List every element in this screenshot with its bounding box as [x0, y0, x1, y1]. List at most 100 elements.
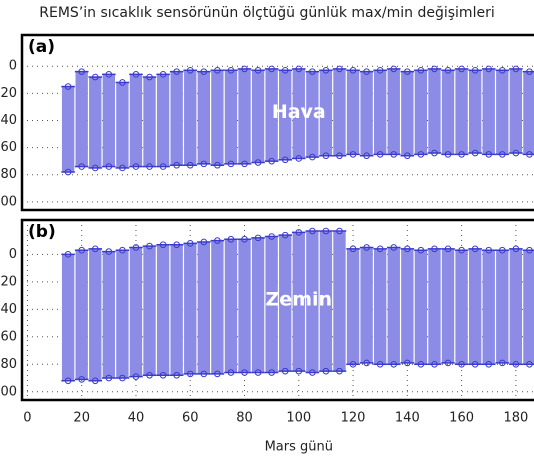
- max-marker: [268, 65, 275, 73]
- max-marker: [119, 246, 126, 254]
- min-marker: [186, 161, 194, 169]
- min-marker: [146, 371, 153, 379]
- max-marker: [91, 73, 99, 81]
- min-marker: [444, 151, 452, 158]
- min-marker: [173, 161, 180, 169]
- range-bar: [184, 243, 197, 374]
- range-bar: [509, 248, 523, 365]
- max-marker: [132, 71, 140, 78]
- min-marker: [241, 369, 248, 376]
- range-bar: [211, 240, 224, 374]
- min-marker: [336, 367, 343, 375]
- annotation: Hava: [272, 101, 326, 123]
- min-marker: [471, 149, 479, 157]
- max-marker: [417, 66, 425, 74]
- min-marker: [336, 152, 343, 160]
- plot-frame: [20, 218, 534, 402]
- range-bar: [184, 70, 197, 166]
- range-bar: [265, 236, 278, 373]
- range-bar: [279, 235, 292, 372]
- max-marker: [91, 245, 99, 253]
- min-marker: [309, 153, 316, 161]
- range-bar: [455, 250, 468, 365]
- max-marker: [526, 246, 533, 254]
- range-bar: [319, 230, 333, 372]
- min-marker: [363, 152, 370, 160]
- max-marker: [431, 65, 438, 73]
- min-marker: [78, 376, 85, 383]
- max-marker: [349, 66, 357, 74]
- range-bar: [116, 250, 129, 379]
- min-marker: [281, 156, 289, 164]
- min-marker: [526, 360, 533, 368]
- max-marker: [132, 244, 140, 251]
- range-bar: [143, 246, 156, 376]
- max-marker: [200, 238, 208, 246]
- max-marker: [214, 66, 221, 74]
- y-tick-label: 20: [0, 86, 17, 101]
- max-marker: [78, 246, 85, 254]
- min-marker: [254, 369, 262, 376]
- min-marker: [526, 151, 533, 158]
- max-marker: [159, 71, 167, 78]
- range-bar: [75, 71, 88, 167]
- y-tick-label: 0: [9, 59, 17, 74]
- max-marker: [322, 227, 330, 235]
- max-marker: [281, 66, 289, 74]
- min-marker: [105, 374, 113, 382]
- range-bar: [428, 68, 441, 154]
- min-marker: [214, 161, 221, 169]
- range-bar: [360, 71, 373, 156]
- max-marker: [498, 66, 506, 74]
- annotation: Zemin: [266, 289, 333, 311]
- range-bar: [170, 71, 183, 166]
- range-bar: [116, 82, 129, 168]
- min-marker: [119, 164, 126, 172]
- max-marker: [295, 229, 303, 236]
- min-marker: [512, 149, 520, 157]
- y-tick-label: 80: [0, 357, 17, 372]
- max-marker: [336, 227, 343, 235]
- range-bar: [306, 230, 319, 373]
- max-marker: [485, 246, 493, 254]
- min-marker: [458, 360, 465, 368]
- range-bar: [251, 237, 265, 373]
- min-marker: [309, 369, 316, 376]
- range-bar: [102, 251, 116, 379]
- min-marker: [281, 367, 289, 375]
- x-tick-label: 140: [395, 411, 420, 426]
- range-bar: [387, 247, 400, 365]
- chart-title: REMS’in sıcaklık sensörünün ölçtüğü günl…: [39, 5, 494, 21]
- min-marker: [241, 160, 248, 168]
- max-marker: [309, 68, 316, 75]
- y-tick-label: 80: [0, 167, 17, 182]
- min-marker: [200, 370, 208, 378]
- range-bar: [265, 68, 278, 162]
- min-marker: [349, 151, 357, 158]
- max-marker: [78, 68, 85, 75]
- max-marker: [227, 235, 235, 243]
- y-tick-label: 20: [0, 274, 17, 289]
- range-bar: [455, 68, 468, 155]
- max-marker: [173, 241, 180, 249]
- max-marker: [64, 251, 72, 258]
- y-tick-label: 60: [0, 329, 17, 344]
- max-marker: [498, 246, 506, 254]
- max-marker: [186, 240, 194, 247]
- max-marker: [173, 68, 180, 75]
- min-marker: [431, 360, 438, 368]
- range-bar: [482, 250, 495, 365]
- min-marker: [227, 369, 235, 376]
- min-marker: [200, 160, 208, 168]
- min-marker: [376, 151, 384, 158]
- min-marker: [173, 371, 180, 379]
- max-marker: [241, 65, 248, 73]
- x-tick-label: 20: [73, 411, 90, 426]
- min-marker: [268, 369, 275, 376]
- min-marker: [322, 152, 330, 160]
- max-marker: [227, 66, 235, 74]
- max-marker: [214, 237, 221, 244]
- max-marker: [376, 66, 384, 74]
- panel-label: (b): [28, 222, 56, 242]
